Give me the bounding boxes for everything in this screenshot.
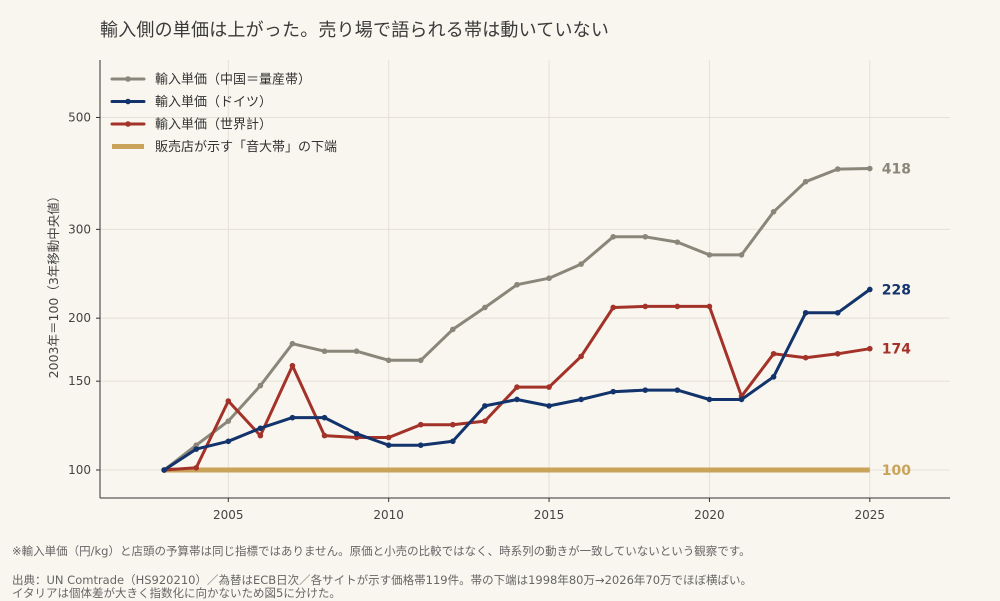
series-line <box>162 288 872 472</box>
data-point <box>802 354 809 361</box>
data-point <box>674 239 681 245</box>
data-point <box>674 303 681 310</box>
data-point <box>642 303 649 310</box>
data-point <box>385 434 392 441</box>
data-point <box>770 374 777 380</box>
data-point <box>450 421 456 428</box>
data-point <box>834 166 841 172</box>
data-point <box>514 396 520 403</box>
x-tick-label: 2010 <box>373 508 404 522</box>
legend-marker <box>125 121 131 127</box>
data-point <box>642 387 649 393</box>
x-tick-label: 2025 <box>855 508 886 522</box>
data-point <box>193 446 200 452</box>
data-point <box>578 261 584 267</box>
data-point <box>867 165 873 172</box>
data-point <box>385 357 392 364</box>
data-point <box>385 442 392 448</box>
data-point <box>289 340 296 347</box>
data-point <box>225 398 232 404</box>
data-point <box>289 362 296 369</box>
data-point <box>514 281 520 288</box>
data-point <box>706 303 713 310</box>
data-point <box>738 252 745 258</box>
y-axis-label: 2003年＝100（3年移動中央値） <box>46 190 61 379</box>
data-point <box>193 465 200 471</box>
y-tick-label: 150 <box>68 374 91 388</box>
data-point <box>834 309 841 316</box>
data-point <box>321 414 328 421</box>
end-value-label: 100 <box>882 463 911 479</box>
axes: 2005 2010 2015 2020 2025 100 150 200 300 500 2003年… <box>46 60 950 522</box>
x-tick-label: 2005 <box>213 508 244 522</box>
end-labels: 100 418 174 228 <box>882 162 911 479</box>
legend-marker <box>125 76 131 82</box>
y-tick-label: 200 <box>68 311 91 325</box>
data-point <box>257 432 264 439</box>
note-italy: イタリアは個体差が大きく指数化に向かないため図5に分けた。 <box>12 586 341 600</box>
data-point <box>770 350 777 357</box>
chart-title: 輸入側の単価は上がった。売り場で語られる帯は動いていない <box>100 20 610 41</box>
data-point <box>578 353 584 360</box>
note-disclaimer: ※輸入単価（円/kg）と店頭の予算帯は同じ指標ではありません。原価と小売の比較で… <box>12 544 751 558</box>
end-value-label: 418 <box>882 162 911 178</box>
x-tick-label: 2015 <box>534 508 565 522</box>
data-point <box>289 414 296 421</box>
x-tick-label: 2020 <box>694 508 725 522</box>
data-point <box>770 209 777 215</box>
data-point <box>546 384 552 390</box>
data-point <box>738 396 745 403</box>
data-point <box>610 233 617 240</box>
data-point <box>353 348 360 355</box>
data-point <box>482 403 488 409</box>
data-point <box>321 348 328 355</box>
legend: 輸入単価（中国＝量産帯） 輸入単価（ドイツ） 輸入単価（世界計） 販売店が示す「音大帯… <box>110 72 337 155</box>
data-point <box>417 357 424 364</box>
data-point <box>417 421 424 428</box>
note-source: 出典：UN Comtrade（HS920210）／為替はECB日次／各サイトが示… <box>12 573 753 587</box>
data-point <box>610 388 617 395</box>
data-point <box>610 304 617 311</box>
data-point <box>546 275 552 282</box>
data-point <box>161 467 167 473</box>
legend-marker <box>125 98 131 105</box>
data-point <box>482 418 488 424</box>
legend-label: 輸入単価（ドイツ） <box>155 94 272 110</box>
data-point <box>257 382 264 389</box>
data-point <box>225 438 232 445</box>
y-tick-label: 300 <box>68 222 91 236</box>
data-point <box>802 309 809 316</box>
end-value-label: 228 <box>882 282 911 298</box>
data-point <box>834 350 841 357</box>
data-point <box>578 396 584 403</box>
data-point <box>353 430 360 437</box>
data-point <box>193 442 200 448</box>
legend-label: 販売店が示す「音大帯」の下端 <box>155 139 337 155</box>
end-value-label: 174 <box>882 342 911 358</box>
data-point <box>642 233 649 240</box>
series-lines <box>161 165 873 473</box>
data-point <box>482 304 488 311</box>
data-point <box>225 418 232 424</box>
data-point <box>674 387 681 393</box>
data-point <box>867 286 873 293</box>
legend-label: 輸入単価（世界計） <box>155 117 272 133</box>
y-tick-label: 100 <box>68 463 91 477</box>
data-point <box>417 442 424 448</box>
y-tick-label: 500 <box>68 110 91 124</box>
data-point <box>257 425 264 432</box>
data-point <box>321 432 328 439</box>
data-point <box>450 326 456 333</box>
data-point <box>706 252 713 258</box>
legend-label: 輸入単価（中国＝量産帯） <box>155 72 311 88</box>
data-point <box>546 403 552 409</box>
grid-lines <box>100 60 950 498</box>
data-point <box>867 345 873 352</box>
data-point <box>706 396 713 403</box>
data-point <box>802 178 809 185</box>
data-point <box>450 438 456 445</box>
data-point <box>514 384 520 390</box>
